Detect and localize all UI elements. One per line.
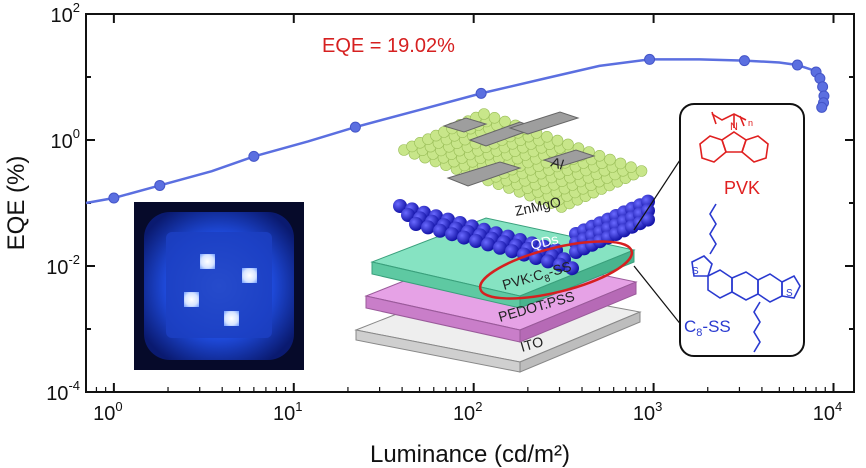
- x-tick-base: 10: [273, 403, 295, 425]
- x-tick-labels: 100 101 102 103 104: [93, 399, 842, 425]
- data-point: [816, 101, 828, 113]
- c8ss-structure: [691, 203, 801, 353]
- qd-particle: [493, 240, 507, 255]
- label-pvk-sub: 8: [543, 273, 552, 285]
- qd-particle: [421, 220, 435, 235]
- x-tick-label: 104: [813, 399, 842, 425]
- pvk-highlight: [478, 240, 634, 300]
- y-tick-label: 100: [51, 126, 80, 153]
- qd-particle: [565, 261, 579, 276]
- y-axis-title: EQE (%): [3, 156, 30, 251]
- y-tick-label: 10-2: [46, 252, 80, 279]
- label-ito: ITO: [518, 333, 545, 355]
- c8ss-label: C8-SS: [684, 317, 731, 339]
- x-axis-title: Luminance (cd/m²): [370, 441, 570, 468]
- qd-particle: [469, 234, 483, 248]
- eqe-annotation: EQE = 19.02%: [322, 35, 455, 57]
- eqe-markers: [108, 53, 830, 204]
- pvk-subscript-n: n: [748, 118, 753, 128]
- y-tick-exp: -2: [68, 252, 80, 267]
- x-tick-base: 10: [453, 403, 475, 425]
- al-electrode-1: [442, 117, 488, 133]
- al-electrode-3: [508, 111, 580, 135]
- qd-layer: [393, 194, 655, 276]
- pvk-structure: [699, 111, 769, 163]
- pvk-n-atom: N: [730, 121, 738, 133]
- molecule-box: N n PVK S S C8-SS: [679, 103, 805, 357]
- axis-ticks: [85, 13, 854, 393]
- x-tick-exp: 3: [655, 399, 662, 414]
- x-tick-base: 10: [93, 403, 115, 425]
- qd-particle: [445, 227, 459, 242]
- label-al: Al: [549, 154, 566, 173]
- device-stack: Al ZnMgO QDs PVK:C8-SS PEDOT:PSS ITO: [354, 108, 683, 373]
- qd-particle: [553, 257, 567, 272]
- pvk-label: PVK: [724, 178, 760, 198]
- x-tick-base: 10: [633, 403, 655, 425]
- data-point: [738, 55, 750, 67]
- qd-particle: [409, 217, 423, 231]
- qd-particle: [457, 230, 471, 245]
- data-point: [475, 87, 487, 99]
- qd-particle: [541, 254, 555, 269]
- qd-particle: [433, 223, 447, 238]
- y-tick-base: 10: [51, 5, 73, 27]
- znmgo-particle: [478, 108, 490, 120]
- znmgo-particle: [625, 161, 637, 173]
- y-tick-exp: 2: [73, 0, 80, 15]
- znmgo-particle: [541, 131, 553, 143]
- znmgo-particle: [614, 157, 627, 170]
- device-photo: [134, 202, 304, 370]
- znmgo-particle: [488, 112, 501, 124]
- data-point: [791, 59, 803, 71]
- pixel-2: [242, 268, 257, 283]
- c8ss-label-base: C: [684, 317, 696, 336]
- znmgo-particle: [551, 134, 564, 147]
- c8ss-s-atom-1: S: [692, 266, 699, 277]
- c8ss-s-atom-2: S: [786, 288, 793, 299]
- pixel-3: [184, 292, 199, 307]
- data-point: [817, 81, 829, 93]
- pixel-4: [224, 311, 239, 326]
- y-tick-label: 102: [51, 0, 80, 27]
- y-tick-exp: 0: [73, 126, 80, 141]
- data-point: [644, 53, 656, 65]
- qd-particle: [481, 237, 495, 252]
- x-tick-base: 10: [813, 403, 835, 425]
- data-point: [108, 192, 120, 204]
- znmgo-particle: [499, 115, 511, 128]
- pixel-1: [200, 254, 215, 269]
- znmgo-particle: [604, 153, 616, 166]
- znmgo-particle: [562, 138, 574, 151]
- al-electrode-5: [542, 149, 596, 167]
- x-tick-label: 100: [93, 399, 122, 425]
- qd-particle: [641, 212, 655, 227]
- x-tick-label: 103: [633, 399, 662, 425]
- x-tick-label: 102: [453, 399, 482, 425]
- qd-particle: [505, 244, 519, 259]
- data-point: [248, 150, 260, 162]
- c8ss-label-tail: -SS: [702, 317, 730, 336]
- x-tick-exp: 4: [835, 399, 842, 414]
- qd-particle: [393, 199, 407, 213]
- y-tick-base: 10: [51, 131, 73, 153]
- al-electrode-4: [446, 161, 522, 187]
- x-tick-exp: 2: [475, 399, 482, 414]
- label-pvk-tail: -SS: [546, 258, 573, 280]
- data-point: [154, 179, 166, 191]
- znmgo-particle: [635, 165, 648, 177]
- x-tick-exp: 0: [115, 399, 122, 414]
- data-point: [349, 121, 361, 133]
- y-tick-label: 10-4: [46, 378, 80, 405]
- x-tick-exp: 1: [295, 399, 302, 414]
- qd-particle: [401, 208, 415, 222]
- y-tick-base: 10: [46, 257, 68, 279]
- c8ss-label-sub: 8: [696, 327, 702, 339]
- znmgo-particle: [593, 150, 606, 162]
- y-tick-base: 10: [46, 383, 68, 405]
- y-tick-exp: -4: [68, 378, 80, 393]
- x-tick-label: 101: [273, 399, 302, 425]
